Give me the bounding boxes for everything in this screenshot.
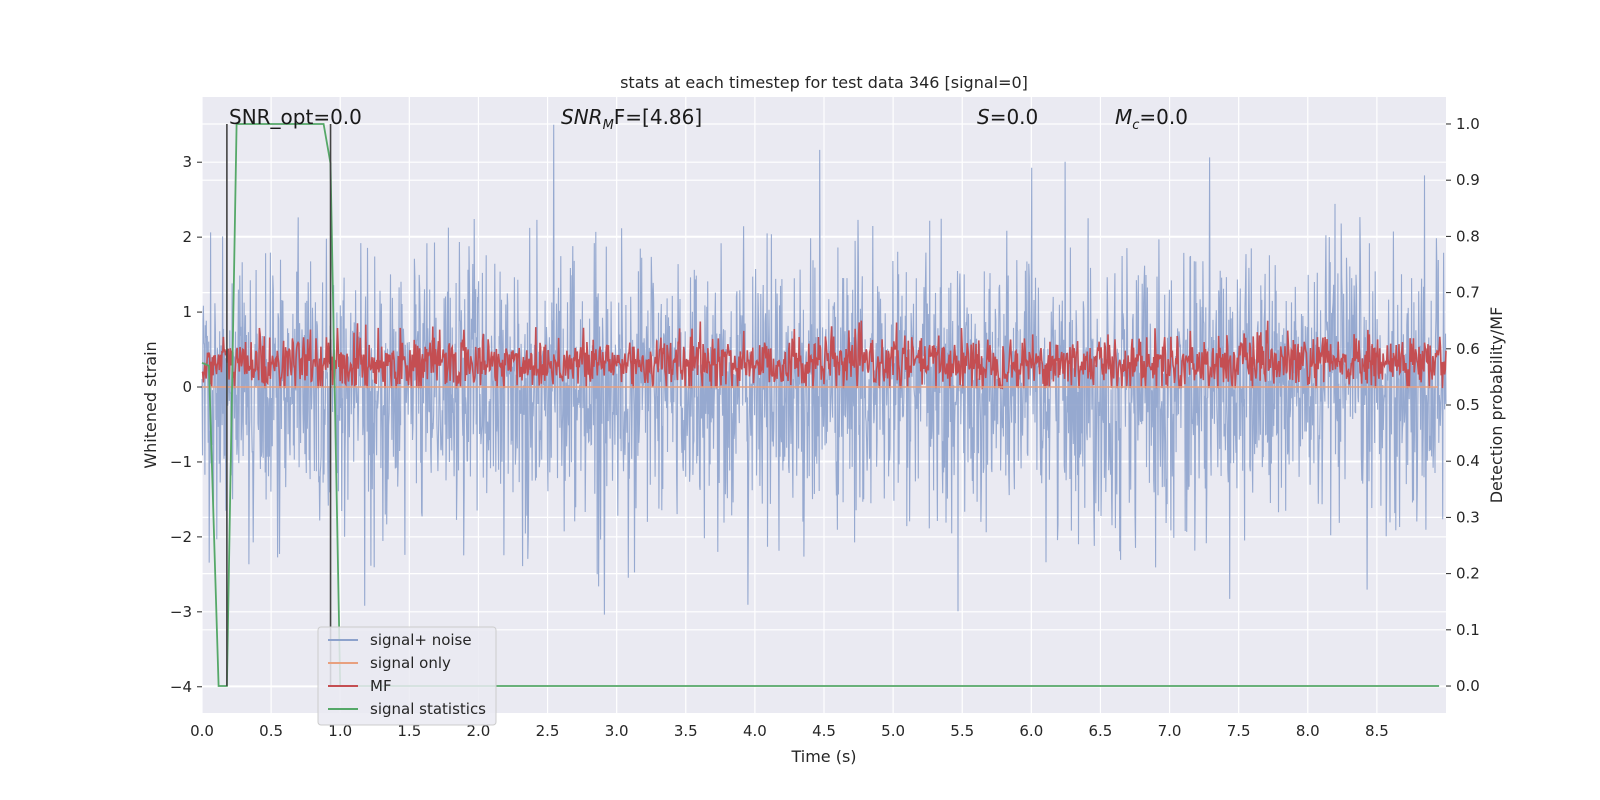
y-axis-label-left: Whitened strain — [141, 341, 160, 468]
y-tick-label-left: 0 — [182, 378, 192, 396]
x-tick-label: 5.0 — [881, 722, 905, 740]
y-tick-label-right: 0.3 — [1456, 508, 1480, 526]
y-tick-label-right: 0.5 — [1456, 396, 1480, 414]
x-tick-label: 3.5 — [674, 722, 698, 740]
x-tick-label: 7.0 — [1158, 722, 1182, 740]
x-tick-label: 1.5 — [397, 722, 421, 740]
y-tick-label-right: 0.9 — [1456, 171, 1480, 189]
x-tick-label: 5.5 — [950, 722, 974, 740]
mc-sub: c — [1132, 118, 1139, 133]
x-axis-label: Time (s) — [790, 747, 856, 766]
snr-mf-sub: M — [603, 118, 614, 133]
signal-statistics-series — [201, 123, 1440, 687]
axis-ticks: 0.0 0.5 1.0 1.5 2.0 2.5 3.0 3.5 4.0 4.5 5.0 5.5 6.0 6… — [170, 115, 1480, 740]
x-tick-label: 0.5 — [259, 722, 283, 740]
y-tick-label-left: −4 — [170, 678, 192, 696]
y-tick-label-left: 3 — [182, 153, 192, 171]
y-tick-label-right: 0.1 — [1456, 621, 1480, 639]
y-tick-label-left: −1 — [170, 453, 192, 471]
legend-label-signal-only: signal only — [370, 654, 451, 672]
chart-title: stats at each timestep for test data 346… — [620, 73, 1028, 92]
y-tick-label-right: 0.0 — [1456, 677, 1480, 695]
x-tick-label: 8.0 — [1296, 722, 1320, 740]
x-tick-label: 8.5 — [1365, 722, 1389, 740]
y-tick-label-right: 1.0 — [1456, 115, 1480, 133]
legend: signal+ noise signal only MF signal stat… — [317, 626, 497, 726]
annotation-s: S=0.0 — [977, 105, 1038, 129]
signal-statistics-line — [201, 123, 1440, 687]
snr-mf-rest: F=[4.86] — [614, 105, 702, 129]
y-tick-label-right: 0.8 — [1456, 227, 1480, 245]
legend-frame — [317, 626, 497, 726]
y-axis-label-right: Detection probability/MF — [1487, 307, 1506, 504]
x-tick-label: 2.5 — [536, 722, 560, 740]
mc-rest: =0.0 — [1139, 105, 1188, 129]
x-tick-label: 2.0 — [467, 722, 491, 740]
y-tick-label-left: −2 — [170, 528, 192, 546]
legend-label-mf: MF — [370, 677, 392, 695]
s-rest: =0.0 — [990, 105, 1039, 129]
x-tick-label: 3.0 — [605, 722, 629, 740]
snr-mf-main: SNR — [561, 105, 603, 129]
legend-label-signal-statistics: signal statistics — [370, 700, 486, 718]
s-main: S — [977, 105, 990, 129]
x-tick-label: 4.5 — [812, 722, 836, 740]
mf-line — [201, 320, 1447, 390]
annotation-mc: Mc=0.0 — [1115, 105, 1188, 133]
x-tick-label: 4.0 — [743, 722, 767, 740]
x-tick-label: 6.0 — [1019, 722, 1043, 740]
annotation-snr-opt: SNR_opt=0.0 — [229, 105, 362, 129]
vlines — [226, 123, 332, 687]
x-tick-label: 7.5 — [1227, 722, 1251, 740]
y-tick-label-right: 0.6 — [1456, 340, 1480, 358]
mc-main: M — [1115, 105, 1132, 129]
legend-label-signal-noise: signal+ noise — [370, 631, 472, 649]
y-tick-label-left: −3 — [170, 603, 192, 621]
y-tick-label-right: 0.4 — [1456, 452, 1480, 470]
y-tick-label-right: 0.2 — [1456, 565, 1480, 583]
y-tick-label-left: 1 — [182, 303, 192, 321]
x-tick-label: 1.0 — [328, 722, 352, 740]
annotation-snr-mf: SNRMF=[4.86] — [561, 105, 702, 133]
x-tick-label: 6.5 — [1089, 722, 1113, 740]
y-tick-label-left: 2 — [182, 228, 192, 246]
x-tick-label: 0.0 — [190, 722, 214, 740]
y-tick-label-right: 0.7 — [1456, 284, 1480, 302]
mf-series — [201, 320, 1447, 390]
